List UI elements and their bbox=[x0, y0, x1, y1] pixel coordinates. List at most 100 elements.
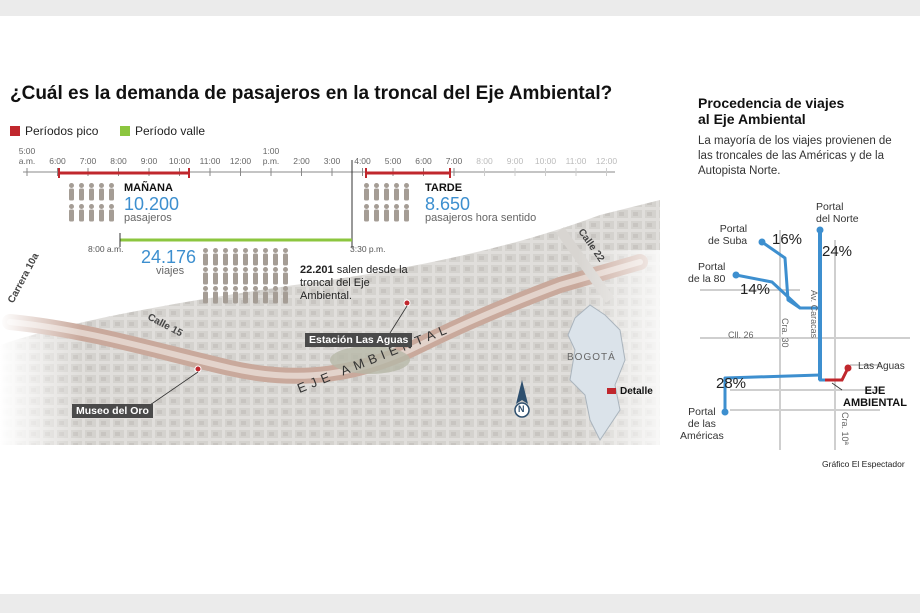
north-arrow-icon bbox=[514, 380, 530, 418]
person-icon bbox=[213, 267, 218, 285]
timeline-tick-label: 5:00 bbox=[384, 156, 402, 166]
afternoon-value: 8.650 bbox=[425, 194, 471, 214]
person-icon bbox=[109, 183, 114, 201]
person-icon bbox=[364, 204, 369, 222]
eje-ambiental-right-label: EJE AMBIENTAL bbox=[843, 385, 907, 409]
person-icon bbox=[243, 267, 248, 285]
person-icon bbox=[203, 286, 208, 304]
right-title: Procedencia de viajes al Eje Ambiental bbox=[698, 95, 844, 127]
timeline-tick-label: 11:00 bbox=[199, 156, 221, 166]
timeline-tick-label: 12:00 bbox=[595, 156, 618, 166]
person-icon bbox=[79, 204, 84, 222]
museum-marker bbox=[194, 365, 202, 373]
valley-swatch bbox=[120, 126, 130, 136]
timeline-tick-label: 4:00 bbox=[354, 156, 371, 166]
eje-l1: EJE bbox=[864, 385, 886, 397]
person-icon bbox=[394, 204, 399, 222]
person-icon bbox=[263, 267, 268, 285]
timeline-tick-label: 3:00 bbox=[323, 156, 341, 166]
timeline-tick-label: 8:00 bbox=[110, 156, 127, 166]
valley-value: 24.176 bbox=[141, 247, 197, 267]
portal-americas-label: Portal de las Américas bbox=[680, 406, 724, 442]
timeline-map-graphic bbox=[0, 160, 680, 450]
valley-unit: viajes bbox=[156, 265, 185, 277]
person-icon bbox=[253, 286, 258, 304]
timeline-tick-label: 11:00 bbox=[565, 156, 587, 166]
person-icon bbox=[253, 248, 258, 266]
timeline-tick-label: 2:00 bbox=[293, 156, 310, 166]
right-subtitle: La mayoría de los viajes provienen de la… bbox=[698, 135, 892, 177]
person-icon bbox=[404, 204, 409, 222]
person-icon bbox=[273, 248, 278, 266]
valley-note-value: 22.201 bbox=[300, 264, 334, 276]
americas-l2: de las bbox=[687, 418, 716, 430]
person-icon bbox=[253, 267, 258, 285]
person-icon bbox=[69, 204, 74, 222]
americas-pct: 28% bbox=[716, 375, 747, 392]
timeline-tick-label: 7:00 bbox=[79, 156, 97, 166]
norte-l1: Portal bbox=[816, 201, 844, 213]
afternoon-unit: pasajeros hora sentido bbox=[425, 212, 537, 224]
av-caracas-label: Av. Caracas bbox=[809, 290, 819, 339]
timeline-tick-label: 10:00 bbox=[534, 156, 557, 166]
peak-swatch bbox=[10, 126, 20, 136]
person-icon bbox=[263, 248, 268, 266]
route-map bbox=[700, 226, 910, 450]
person-icon bbox=[79, 183, 84, 201]
p80-pct: 14% bbox=[740, 281, 771, 298]
person-icon bbox=[374, 183, 379, 201]
valley-note-text: salen desde la troncal del Eje Ambiental… bbox=[300, 264, 408, 302]
norte-l2: del Norte bbox=[816, 213, 859, 225]
person-icon bbox=[384, 204, 389, 222]
timeline-tick-label: 6:00 bbox=[415, 156, 432, 166]
person-icon bbox=[273, 267, 278, 285]
person-icon bbox=[213, 248, 218, 266]
person-icon bbox=[243, 248, 248, 266]
morning-value: 10.200 bbox=[124, 194, 180, 214]
person-icon bbox=[364, 183, 369, 201]
valley-note: 22.201 salen desde la troncal del Eje Am… bbox=[300, 264, 420, 303]
timeline-tick-label: 10:00 bbox=[168, 156, 191, 166]
afternoon-label: TARDE bbox=[425, 182, 463, 194]
valley-end: 3:30 p.m. bbox=[350, 244, 386, 254]
norte-pct: 24% bbox=[822, 243, 853, 260]
museo-del-oro-tag: Museo del Oro bbox=[72, 404, 153, 418]
person-icon bbox=[394, 183, 399, 201]
credit: Gráfico El Espectador bbox=[822, 459, 905, 469]
person-icon bbox=[109, 204, 114, 222]
legend-peak: Períodos pico bbox=[10, 124, 98, 138]
people-icons bbox=[69, 183, 409, 304]
portal-norte-label: Portal del Norte bbox=[816, 201, 859, 225]
timeline-tick-label: 1:00 p.m. bbox=[262, 146, 280, 166]
morning-unit: pasajeros bbox=[124, 212, 172, 224]
morning-label: MAÑANA bbox=[124, 182, 173, 194]
timeline-tick-label: 8:00 bbox=[476, 156, 493, 166]
person-icon bbox=[233, 267, 238, 285]
person-icon bbox=[89, 204, 94, 222]
timeline-tick-label: 9:00 bbox=[506, 156, 524, 166]
person-icon bbox=[263, 286, 268, 304]
page-title: ¿Cuál es la demanda de pasajeros en la t… bbox=[10, 83, 613, 104]
legend-peak-label: Períodos pico bbox=[25, 124, 99, 138]
person-icon bbox=[223, 286, 228, 304]
person-icon bbox=[283, 248, 288, 266]
timeline-tick-label: 7:00 bbox=[445, 156, 463, 166]
suba-l2: de Suba bbox=[708, 235, 748, 247]
person-icon bbox=[223, 248, 228, 266]
person-icon bbox=[243, 286, 248, 304]
timeline-tick-label: 12:00 bbox=[229, 156, 252, 166]
timeline-tick-label: 5:00 a.m. bbox=[18, 146, 36, 166]
p80-l2: de la 80 bbox=[688, 273, 726, 285]
person-icon bbox=[404, 183, 409, 201]
timeline-tick-label: 9:00 bbox=[140, 156, 158, 166]
person-icon bbox=[99, 204, 104, 222]
timeline-tick-label: 6:00 bbox=[49, 156, 66, 166]
person-icon bbox=[233, 248, 238, 266]
right-title-line2: al Eje Ambiental bbox=[698, 111, 806, 127]
person-icon bbox=[233, 286, 238, 304]
person-icon bbox=[213, 286, 218, 304]
person-icon bbox=[69, 183, 74, 201]
detalle-label: Detalle bbox=[620, 386, 653, 397]
person-icon bbox=[99, 183, 104, 201]
eje-l2: AMBIENTAL bbox=[843, 397, 907, 409]
